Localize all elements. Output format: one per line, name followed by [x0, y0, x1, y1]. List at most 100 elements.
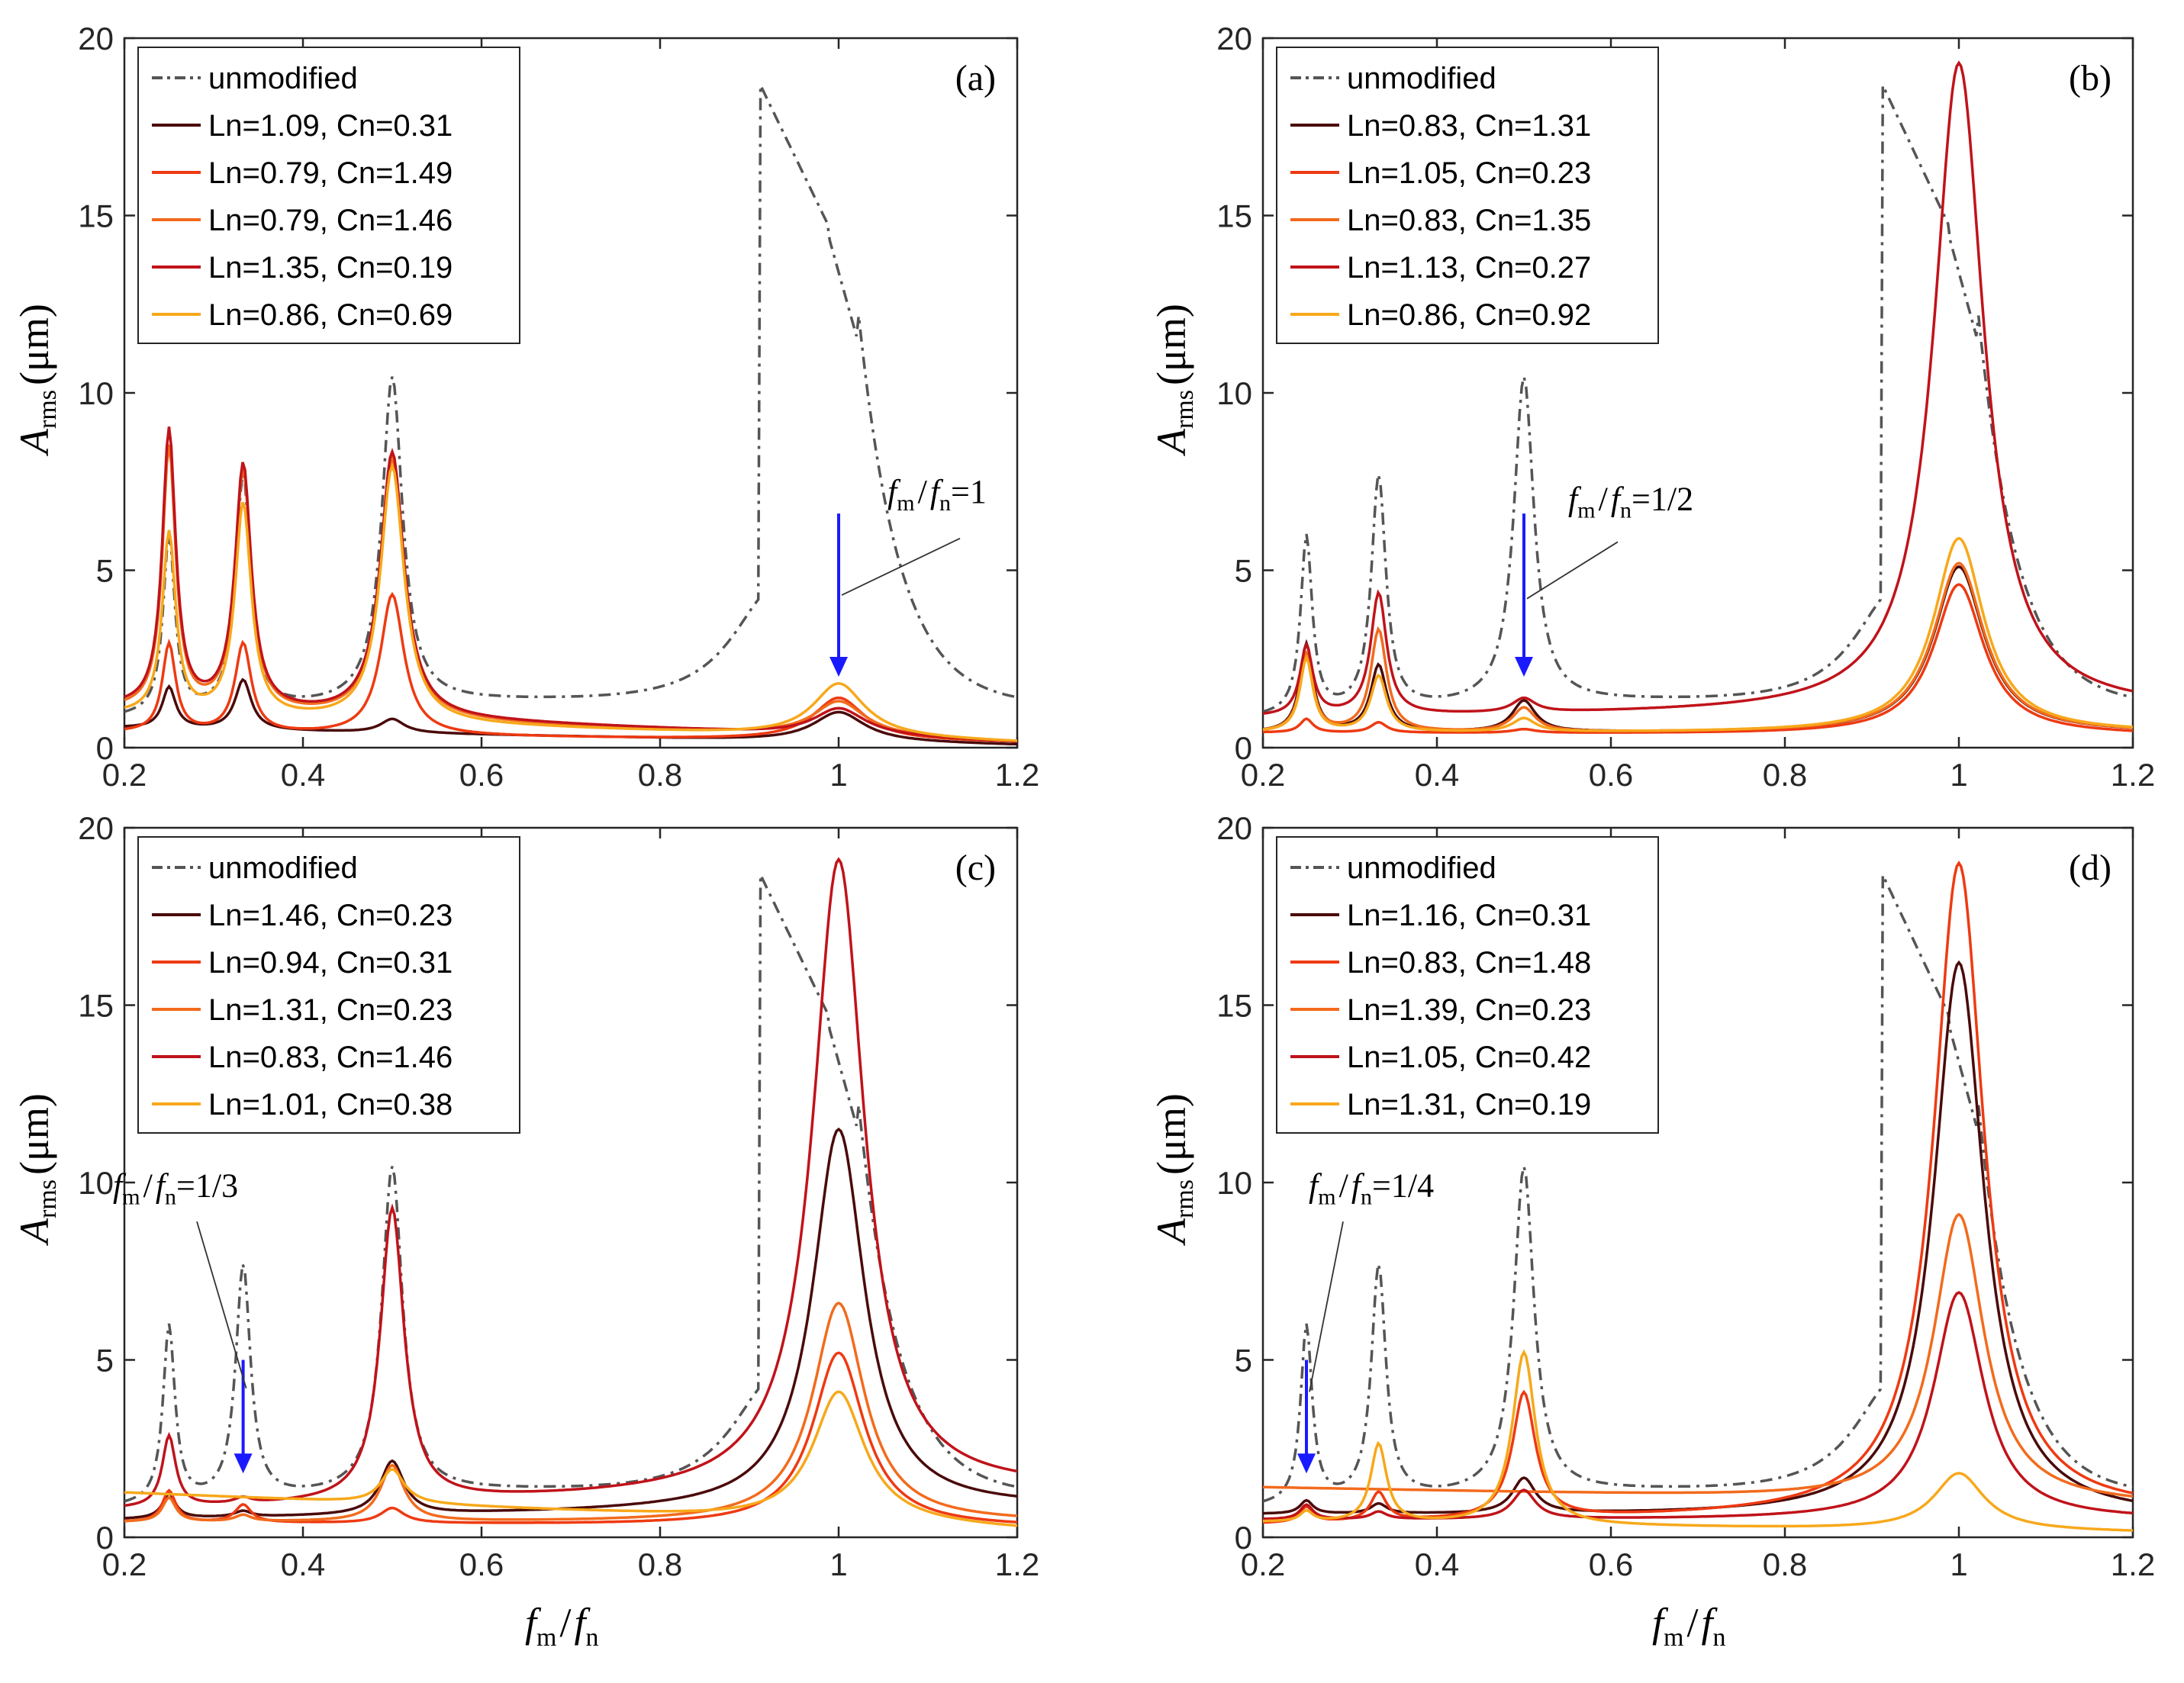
y-axis-label: Arms (μm) — [1148, 304, 1199, 456]
y-tick-label: 0 — [96, 1520, 114, 1556]
annotation-arrowhead — [234, 1453, 253, 1474]
legend-entry: unmodified — [208, 62, 358, 95]
y-tick-label: 20 — [78, 810, 114, 846]
legend-box — [137, 47, 520, 344]
x-tick-label: 0.2 — [102, 757, 147, 793]
legend-entry: Ln=1.16, Cn=0.31 — [1347, 899, 1591, 932]
x-tick-label: 1 — [1950, 1546, 1967, 1582]
legend-entry: Ln=0.83, Cn=1.46 — [208, 1041, 453, 1074]
x-tick-label: 0.6 — [1589, 757, 1633, 793]
x-tick-label: 0.8 — [1763, 757, 1807, 793]
y-axis-label: Arms (μm) — [11, 1093, 62, 1246]
x-tick-label: 0.4 — [281, 1546, 325, 1582]
y-axis-label-unit: (μm) — [11, 1093, 57, 1175]
x-tick-label: 1.2 — [995, 1546, 1039, 1582]
plot-area — [1263, 60, 2133, 734]
series-line — [1263, 1291, 2133, 1520]
panel-d: 0.2 0.4 0.6 0.8 1 1.2 0 5 10 15 20 Arms (μm) fm/fn fm/… — [1148, 810, 2155, 1652]
legend-entry: Ln=0.79, Cn=1.46 — [208, 204, 453, 237]
series-line — [1263, 583, 2133, 734]
y-axis-label-main: A — [1148, 428, 1194, 456]
annotation-leader — [1309, 1221, 1344, 1392]
y-tick-label: 0 — [1235, 730, 1252, 766]
legend-entry: Ln=1.31, Cn=0.23 — [208, 993, 453, 1027]
annotation-label: fm/fn=1 — [887, 473, 987, 516]
y-axis-label: Arms (μm) — [1148, 1093, 1199, 1246]
x-tick-label: 0.2 — [102, 1546, 147, 1582]
y-tick-label: 5 — [96, 1343, 114, 1379]
y-axis-label-main: A — [11, 1218, 57, 1246]
y-axis-label-main: A — [1148, 1218, 1194, 1246]
x-tick-label: 0.2 — [1241, 757, 1285, 793]
panel-c: 0.2 0.4 0.6 0.8 1 1.2 0 5 10 15 20 Arms (μm) fm/fn fm/… — [11, 810, 1039, 1652]
legend-entry: Ln=1.09, Cn=0.31 — [208, 109, 453, 143]
annotation-arrowhead — [1515, 657, 1533, 677]
legend-entry: Ln=1.13, Cn=0.27 — [1347, 251, 1591, 285]
series-line — [124, 677, 1017, 746]
y-tick-label: 20 — [1216, 810, 1252, 846]
series-line — [124, 857, 1017, 1508]
annotation-leader — [1526, 541, 1619, 600]
y-tick-label: 15 — [78, 988, 114, 1024]
legend-entry: Ln=1.01, Cn=0.38 — [208, 1088, 453, 1121]
legend-entry: Ln=0.83, Cn=1.48 — [1347, 946, 1591, 980]
legend-entry: Ln=1.39, Cn=0.23 — [1347, 993, 1591, 1027]
x-tick-label: 0.8 — [638, 757, 682, 793]
x-tick-label: 0.8 — [1763, 1546, 1807, 1582]
panel-label: (a) — [955, 58, 996, 98]
series-line — [1263, 536, 2133, 732]
legend-box — [1276, 47, 1659, 344]
legend-box — [137, 836, 520, 1134]
panel-label: (d) — [2069, 848, 2112, 888]
x-axis-label: fm/fn — [525, 1600, 599, 1652]
y-tick-label: 5 — [96, 553, 114, 589]
x-tick-label: 1.2 — [2111, 1546, 2155, 1582]
y-tick-label: 10 — [78, 375, 114, 411]
y-axis-label-sub: rms — [1171, 1179, 1199, 1218]
y-tick-label: 20 — [1216, 21, 1252, 56]
y-tick-label: 5 — [1235, 1343, 1252, 1379]
plot-area — [124, 85, 1017, 746]
series-line — [124, 426, 1017, 743]
y-axis-label-sub: rms — [1171, 390, 1199, 429]
annotation-arrowhead — [1297, 1453, 1316, 1474]
x-tick-label: 0.8 — [638, 1546, 682, 1582]
plot-area — [1263, 861, 2133, 1532]
y-axis-label-unit: (μm) — [11, 304, 57, 385]
panel-b: 0.2 0.4 0.6 0.8 1 1.2 0 5 10 15 20 Arms (μm) fm/fn=1/… — [1148, 21, 2155, 793]
series-line — [124, 1302, 1017, 1523]
panel-a: 0.2 0.4 0.6 0.8 1 1.2 0 5 10 15 20 Arms (μm) fm/fn=1 u… — [11, 21, 1039, 793]
legend-entry: Ln=0.86, Cn=0.92 — [1347, 298, 1591, 332]
series-line — [1263, 1349, 2133, 1532]
y-tick-label: 0 — [1235, 1520, 1252, 1556]
legend-entry: unmodified — [1347, 851, 1496, 885]
legend: unmodified Ln=0.83, Cn=1.31 Ln=1.05, Cn=0.… — [1276, 47, 1659, 344]
y-axis-label: Arms (μm) — [11, 304, 62, 456]
legend-entry: Ln=0.86, Cn=0.69 — [208, 298, 453, 332]
x-tick-label: 0.4 — [1415, 757, 1459, 793]
panel-label: (b) — [2069, 58, 2112, 98]
series-line — [1263, 861, 2133, 1524]
legend-entry: Ln=0.83, Cn=1.31 — [1347, 109, 1591, 143]
y-tick-label: 15 — [1216, 988, 1252, 1024]
legend-entry: Ln=1.05, Cn=0.23 — [1347, 156, 1591, 190]
legend-entry: Ln=0.83, Cn=1.35 — [1347, 204, 1591, 237]
series-line — [1263, 60, 2133, 716]
x-tick-label: 1 — [1950, 757, 1967, 793]
x-tick-label: 0.4 — [281, 757, 325, 793]
y-axis-label-unit: (μm) — [1148, 1093, 1194, 1175]
legend: unmodified Ln=1.09, Cn=0.31 Ln=0.79, Cn=1.… — [137, 47, 520, 344]
y-axis-label-sub: rms — [34, 1179, 62, 1218]
legend-entry: Ln=1.05, Cn=0.42 — [1347, 1041, 1591, 1074]
y-tick-label: 15 — [78, 198, 114, 234]
x-axis-label: fm/fn — [1652, 1600, 1726, 1652]
annotation-arrowhead — [829, 657, 848, 677]
y-tick-label: 10 — [1216, 375, 1252, 411]
y-tick-label: 10 — [78, 1165, 114, 1201]
x-tick-label: 0.6 — [459, 1546, 504, 1582]
annotation-label: fm/fn=1/2 — [1568, 480, 1693, 523]
y-axis-label-main: A — [11, 428, 57, 456]
annotation-leader — [196, 1221, 247, 1389]
legend: unmodified Ln=1.16, Cn=0.31 Ln=0.83, Cn=1.… — [1276, 836, 1659, 1134]
